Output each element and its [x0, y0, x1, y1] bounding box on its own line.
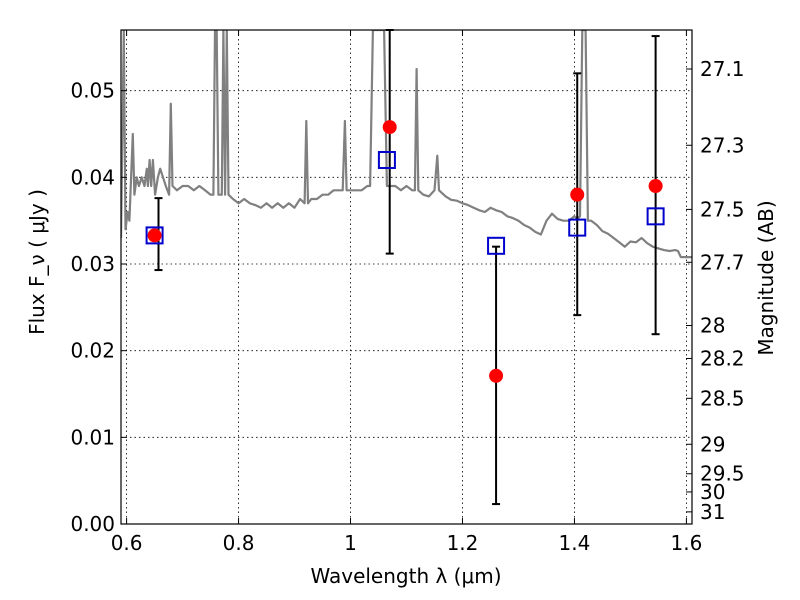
model-spectrum-line	[121, 30, 692, 259]
plot-markers	[145, 29, 665, 506]
plot-series	[121, 30, 692, 259]
plot-background	[121, 30, 692, 524]
x-tick-label: 1.2	[447, 531, 479, 555]
x-tick-label: 1	[344, 531, 357, 555]
y2-tick-label: 28.2	[700, 346, 745, 370]
x-tick-label: 1.4	[559, 531, 591, 555]
y2-tick-label: 29	[700, 432, 725, 456]
observed-point	[489, 368, 504, 383]
y2-tick-label: 30	[700, 480, 725, 504]
y-tick-label: 0.05	[70, 79, 115, 103]
y2-tick-label: 27.3	[700, 133, 745, 157]
y2-tick-label: 29.5	[700, 462, 745, 486]
y-tick-label: 0.01	[70, 425, 115, 449]
observed-point	[147, 228, 162, 243]
observed-point	[648, 179, 663, 193]
model-square	[377, 151, 396, 169]
y2-tick-label: 27.1	[700, 57, 745, 81]
axis-ticks: 0.6 0.8 1 1.2 1.4 1.6 0.00 0.01 0.02 0.03 0.04 0.05…	[70, 30, 745, 555]
model-square	[145, 226, 164, 245]
model-square	[487, 236, 506, 255]
y-tick-label: 0.02	[70, 339, 115, 363]
y2-tick-label: 28.5	[700, 386, 745, 410]
model-square	[568, 218, 587, 237]
y-axis-title: Flux F_ν ( μJy )	[25, 189, 49, 335]
y2-tick-label: 31	[700, 500, 725, 524]
x-axis-title: Wavelength λ (μm)	[310, 564, 501, 588]
y2-tick-label: 27.5	[700, 197, 745, 221]
model-square	[646, 207, 665, 226]
plot-frame	[120, 29, 693, 525]
x-tick-label: 0.6	[111, 531, 143, 555]
y-tick-label: 0.00	[70, 512, 115, 536]
y-tick-label: 0.03	[70, 252, 115, 276]
y-tick-label: 0.04	[70, 165, 115, 189]
y2-tick-label: 27.7	[700, 250, 745, 274]
observed-point	[570, 187, 585, 202]
y2-axis-title: Magnitude (AB)	[754, 200, 778, 355]
x-tick-label: 0.8	[223, 531, 255, 555]
y2-tick-label: 28	[700, 314, 725, 338]
observed-point	[382, 120, 397, 135]
x-tick-label: 1.6	[670, 531, 702, 555]
